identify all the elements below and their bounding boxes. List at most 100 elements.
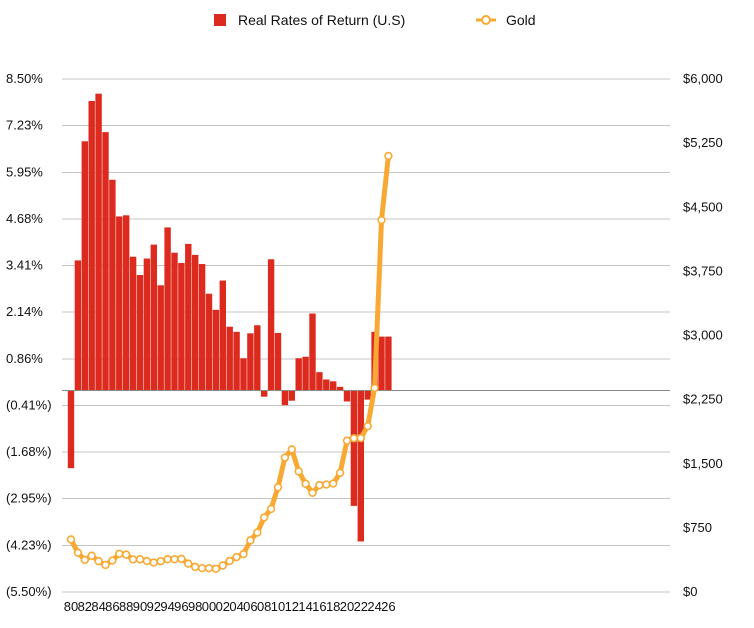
legend-gold-marker bbox=[481, 15, 491, 25]
gold-point bbox=[335, 468, 345, 478]
x-tick-label: 06 bbox=[243, 599, 257, 614]
bar bbox=[143, 258, 151, 391]
x-tick-label: 88 bbox=[119, 599, 133, 614]
right-tick-label: $5,250 bbox=[683, 135, 723, 150]
gold-point bbox=[87, 551, 96, 560]
gold-point bbox=[342, 436, 352, 445]
bar bbox=[267, 259, 275, 391]
gold-point bbox=[211, 564, 221, 574]
right-tick-label: $750 bbox=[683, 520, 712, 535]
bar bbox=[171, 252, 178, 391]
gold-point bbox=[80, 555, 90, 565]
bar bbox=[74, 260, 82, 391]
bar bbox=[350, 390, 358, 506]
bar bbox=[192, 254, 199, 391]
left-tick-label: 2.14% bbox=[6, 304, 43, 319]
left-tick-label: (1.68%) bbox=[6, 444, 52, 459]
bar bbox=[330, 381, 337, 391]
gold-point bbox=[66, 535, 76, 544]
gold-point bbox=[149, 558, 159, 567]
gold-point bbox=[349, 434, 359, 443]
bar bbox=[240, 358, 247, 391]
x-tick-label: 26 bbox=[381, 599, 395, 614]
gold-point bbox=[253, 528, 262, 537]
bar bbox=[185, 243, 192, 391]
right-tick-label: $1,500 bbox=[683, 456, 723, 471]
bar bbox=[247, 333, 254, 391]
gold-point bbox=[356, 433, 365, 443]
left-tick-label: 5.95% bbox=[6, 164, 43, 179]
bar bbox=[219, 280, 226, 391]
gold-point bbox=[177, 554, 186, 564]
bar bbox=[123, 215, 130, 391]
gold-point bbox=[163, 554, 172, 564]
left-tick-label: (2.95%) bbox=[6, 491, 52, 506]
x-tick-label: 08 bbox=[257, 599, 271, 614]
gold-point bbox=[232, 552, 241, 562]
x-tick-label: 14 bbox=[298, 599, 312, 614]
gold-point bbox=[101, 560, 110, 570]
gold-point bbox=[197, 563, 207, 573]
x-tick-label: 20 bbox=[340, 599, 354, 614]
gold-point bbox=[121, 550, 131, 559]
gold-point bbox=[329, 479, 338, 488]
bar bbox=[150, 244, 157, 391]
gold-point bbox=[204, 563, 214, 573]
left-tick-label: 4.68% bbox=[6, 211, 43, 226]
x-tick-label: 16 bbox=[312, 599, 326, 614]
gold-point bbox=[225, 556, 234, 566]
bar bbox=[136, 275, 144, 391]
gold-point bbox=[294, 467, 303, 476]
legend-bar-swatch bbox=[214, 14, 226, 26]
bar bbox=[309, 313, 316, 391]
bar bbox=[302, 356, 309, 391]
bar bbox=[116, 216, 123, 391]
bar bbox=[343, 390, 351, 402]
bar bbox=[274, 332, 282, 391]
x-tick-label: 22 bbox=[354, 599, 368, 614]
gold-point bbox=[377, 215, 386, 225]
gold-point bbox=[218, 561, 228, 570]
gold-point bbox=[142, 556, 152, 566]
gold-point bbox=[260, 513, 269, 522]
x-tick-label: 24 bbox=[367, 599, 381, 614]
gold-point bbox=[266, 504, 276, 514]
left-tick-label: 7.23% bbox=[6, 118, 43, 133]
gold-point bbox=[115, 549, 124, 558]
x-tick-label: 02 bbox=[216, 599, 230, 614]
gold-point bbox=[322, 480, 331, 489]
x-tick-label: 18 bbox=[326, 599, 340, 614]
left-axis-ticks: 8.50% 7.23% 5.95% 4.68% 3.41% 2.14% 0.86% (0.41… bbox=[6, 71, 52, 599]
right-tick-label: $0 bbox=[683, 584, 697, 599]
x-tick-label: 84 bbox=[91, 599, 105, 614]
x-tick-label: 82 bbox=[78, 599, 92, 614]
bar bbox=[385, 336, 392, 391]
gold-point bbox=[370, 383, 379, 393]
x-tick-label: 92 bbox=[147, 599, 161, 614]
x-tick-label: 04 bbox=[229, 599, 243, 614]
gold-point bbox=[184, 559, 193, 568]
bar bbox=[378, 336, 385, 391]
right-tick-label: $6,000 bbox=[683, 71, 723, 86]
gold-point bbox=[108, 556, 117, 565]
x-tick-label: 96 bbox=[174, 599, 188, 614]
gold-point bbox=[170, 554, 179, 564]
x-tick-label: 12 bbox=[285, 599, 299, 614]
left-tick-label: 3.41% bbox=[6, 258, 43, 273]
bar bbox=[205, 293, 213, 391]
x-tick-label: 94 bbox=[160, 599, 174, 614]
left-tick-label: 0.86% bbox=[6, 351, 43, 366]
gold-point bbox=[128, 555, 138, 564]
gold-point bbox=[315, 480, 324, 490]
right-tick-label: $3,750 bbox=[683, 263, 723, 278]
left-tick-label: (4.23%) bbox=[6, 537, 52, 552]
gold-point bbox=[239, 549, 248, 559]
x-tick-label: 98 bbox=[188, 599, 202, 614]
gold-point bbox=[308, 488, 317, 498]
gold-point bbox=[301, 479, 310, 488]
gold-point bbox=[384, 151, 393, 161]
bar bbox=[226, 326, 233, 391]
left-tick-label: 8.50% bbox=[6, 71, 43, 86]
bar bbox=[316, 372, 323, 391]
